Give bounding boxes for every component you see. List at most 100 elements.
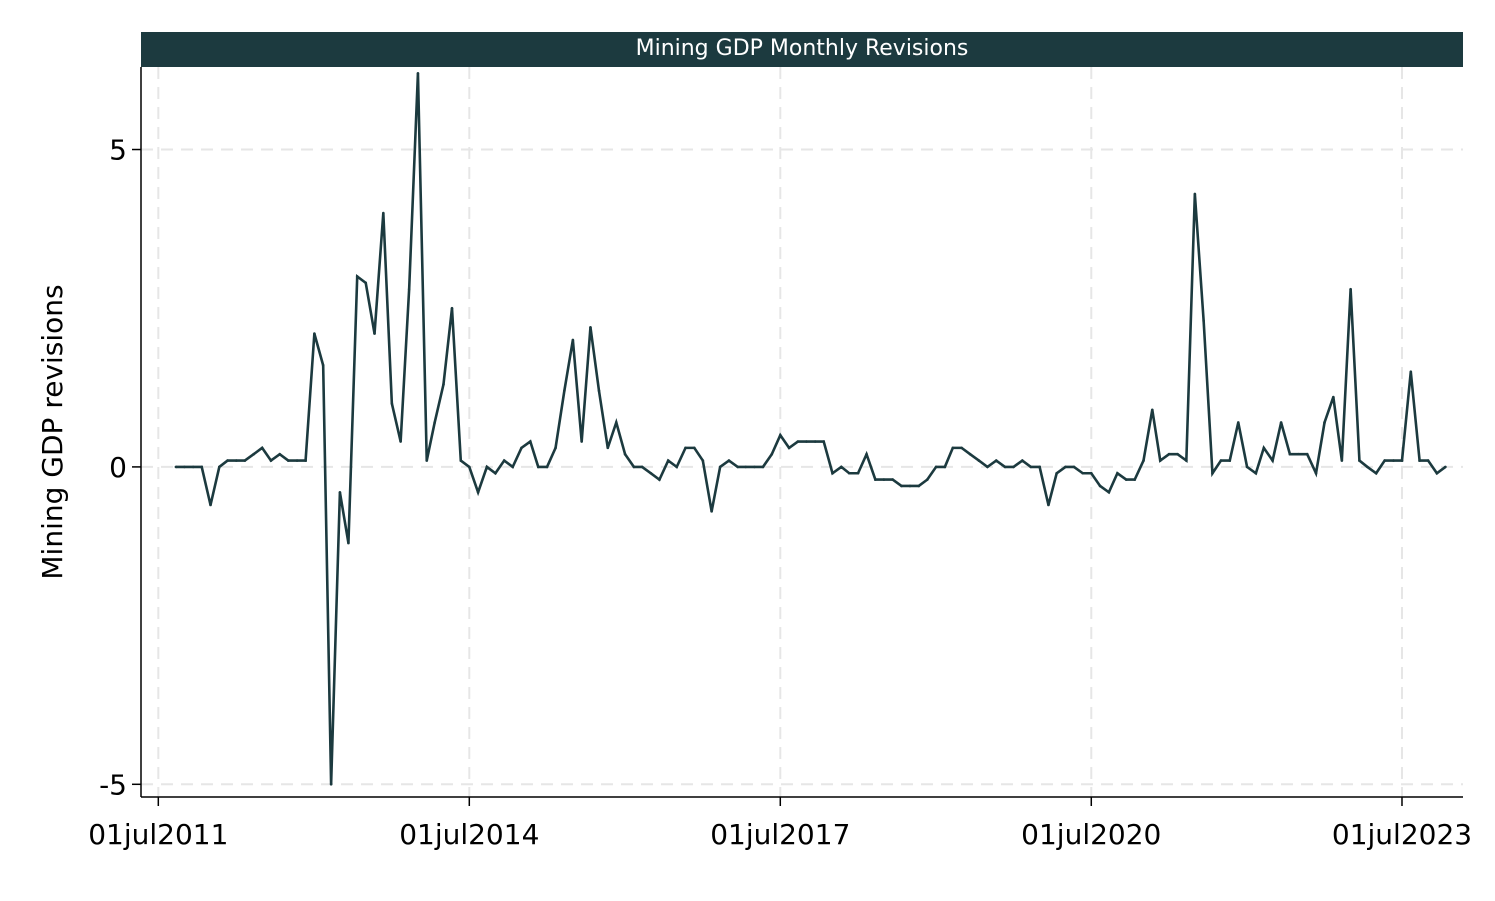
- data-point: [968, 452, 972, 456]
- data-point: [865, 452, 868, 456]
- data-point: [226, 459, 229, 462]
- data-point: [736, 465, 740, 469]
- data-point: [727, 459, 731, 462]
- data-point: [1271, 459, 1274, 462]
- data-point: [304, 459, 307, 462]
- data-point: [1245, 465, 1249, 469]
- data-point: [805, 440, 808, 443]
- data-point: [778, 433, 782, 437]
- y-axis-ticks: 5 0 -5: [99, 134, 141, 801]
- data-point: [1098, 484, 1102, 488]
- data-point: [536, 465, 540, 469]
- data-point: [994, 459, 998, 462]
- data-point: [891, 478, 894, 481]
- data-point: [632, 465, 636, 469]
- data-point: [840, 465, 843, 469]
- series-layer: [174, 72, 1447, 786]
- data-point: [321, 364, 325, 367]
- data-point: [649, 471, 653, 475]
- data-point: [1064, 465, 1067, 469]
- data-point: [1340, 459, 1344, 462]
- data-point: [1185, 459, 1188, 462]
- data-point: [485, 465, 489, 469]
- data-point: [1021, 459, 1024, 462]
- data-point: [476, 491, 480, 494]
- data-point: [1435, 471, 1439, 475]
- data-point: [1116, 471, 1119, 475]
- data-point: [1279, 421, 1283, 424]
- data-point: [1072, 465, 1076, 469]
- data-point: [554, 446, 557, 450]
- y-tick-label: 0: [109, 451, 127, 484]
- data-point: [1142, 459, 1145, 462]
- data-point: [295, 459, 299, 462]
- chart-title: Mining GDP Monthly Revisions: [636, 36, 969, 61]
- data-point: [1409, 370, 1413, 374]
- data-point: [822, 440, 826, 443]
- data-point: [191, 465, 195, 469]
- data-point: [623, 452, 627, 456]
- data-point: [174, 465, 178, 469]
- data-point: [640, 465, 644, 469]
- data-point: [693, 446, 696, 450]
- series-line: [175, 73, 1447, 785]
- data-point: [1003, 465, 1007, 469]
- data-point: [1055, 471, 1058, 475]
- data-point: [450, 306, 454, 310]
- data-point: [1400, 459, 1404, 462]
- data-point: [1089, 471, 1093, 475]
- data-point: [218, 465, 221, 469]
- data-point: [934, 465, 938, 469]
- data-point: [1158, 459, 1162, 462]
- data-point: [960, 446, 963, 450]
- title-bar: [141, 32, 1463, 67]
- data-point: [701, 459, 705, 462]
- data-point: [1012, 465, 1015, 469]
- data-point: [666, 459, 670, 462]
- data-point: [511, 465, 515, 469]
- data-point: [399, 440, 402, 443]
- data-point: [951, 446, 955, 450]
- data-point: [1193, 192, 1197, 196]
- data-point: [856, 471, 860, 475]
- data-point: [770, 452, 774, 456]
- data-point: [614, 421, 618, 424]
- data-point: [1349, 287, 1352, 291]
- data-point: [520, 446, 523, 450]
- data-point: [278, 452, 282, 456]
- data-point: [433, 421, 436, 424]
- x-tick-label: 01jul2023: [1332, 818, 1472, 851]
- y-axis-label: Mining GDP revisions: [36, 284, 69, 579]
- data-point: [977, 459, 981, 462]
- data-point: [761, 465, 765, 469]
- data-point: [925, 478, 929, 481]
- data-point: [744, 465, 747, 469]
- data-point: [882, 478, 886, 481]
- x-tick-label: 01jul2020: [1021, 818, 1161, 851]
- data-point: [831, 471, 834, 475]
- data-point: [1262, 446, 1266, 450]
- data-point: [260, 446, 264, 450]
- data-point: [1418, 459, 1421, 462]
- data-point: [1444, 465, 1447, 469]
- data-point: [1124, 478, 1128, 481]
- data-point: [407, 287, 411, 291]
- data-point: [373, 332, 376, 335]
- data-point: [1358, 459, 1361, 462]
- data-point: [459, 459, 463, 462]
- data-point: [1167, 452, 1171, 456]
- x-tick-label: 01jul2014: [399, 818, 539, 851]
- data-point: [1219, 459, 1223, 462]
- data-point: [900, 484, 903, 488]
- data-point: [571, 338, 575, 342]
- data-point: [847, 471, 851, 475]
- data-point: [1029, 465, 1033, 469]
- data-point: [313, 332, 316, 335]
- data-point: [183, 465, 186, 469]
- data-point: [1107, 491, 1111, 494]
- data-point: [364, 281, 368, 285]
- y-tick-label: 5: [109, 134, 127, 167]
